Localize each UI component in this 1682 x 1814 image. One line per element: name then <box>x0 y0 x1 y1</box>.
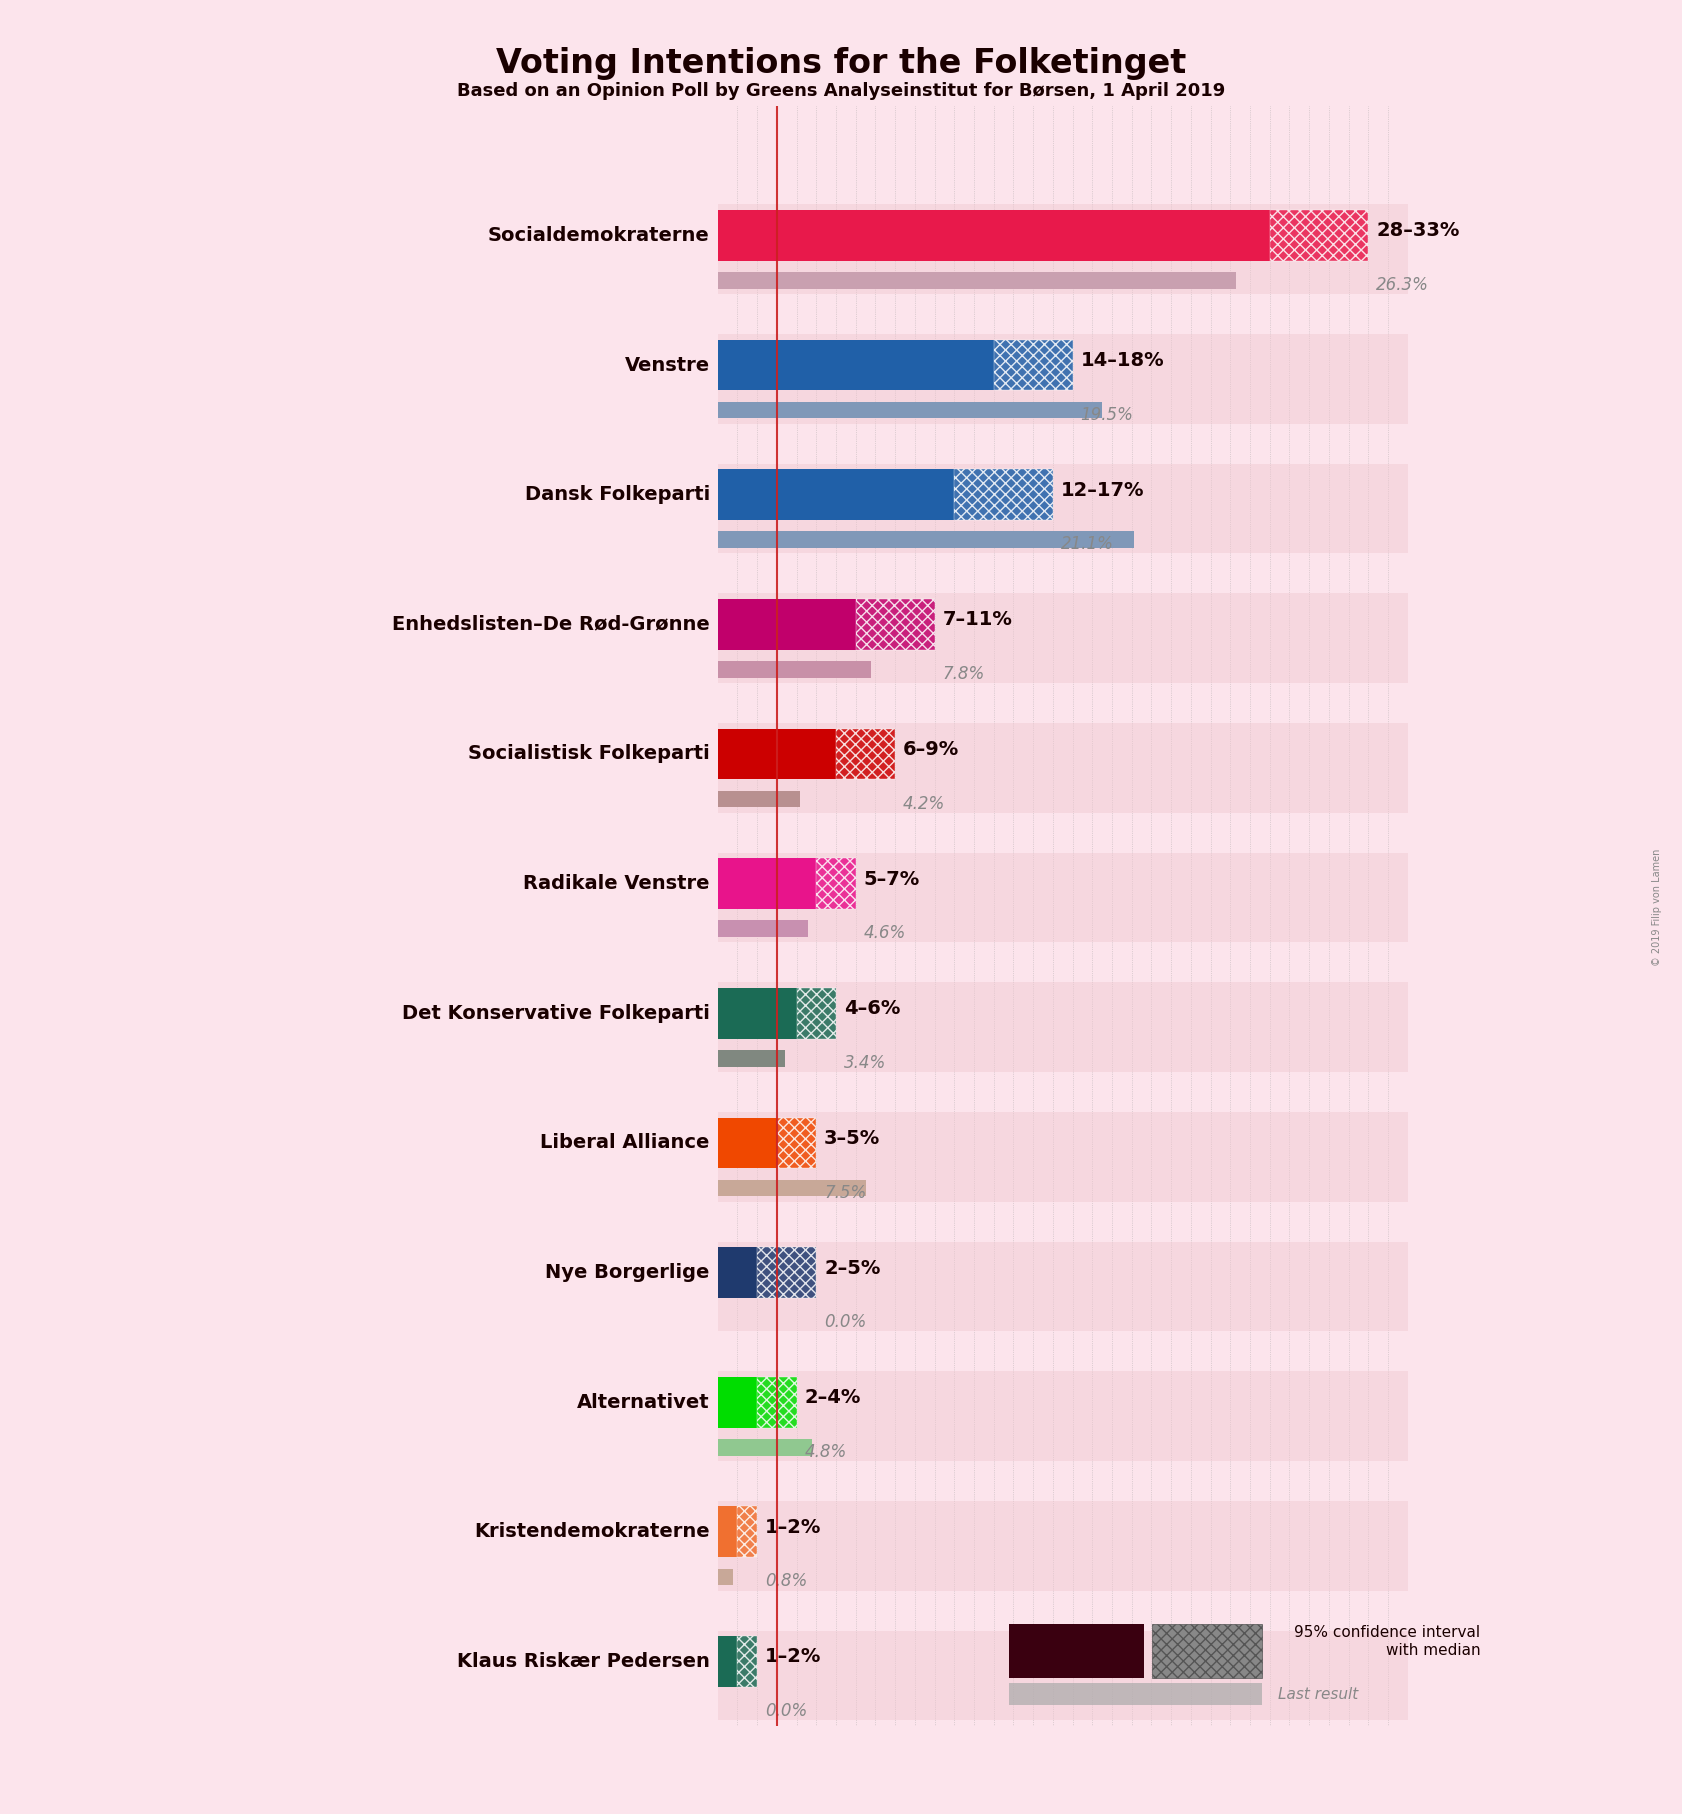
Bar <box>718 1112 1408 1203</box>
Bar <box>836 729 895 780</box>
Text: 1–2%: 1–2% <box>765 1518 821 1536</box>
Bar <box>718 989 797 1039</box>
Text: 2–4%: 2–4% <box>804 1388 861 1408</box>
Text: 0.0%: 0.0% <box>824 1313 866 1331</box>
Bar <box>718 339 994 390</box>
Text: 19.5%: 19.5% <box>1080 406 1134 423</box>
Bar <box>994 339 1073 390</box>
Text: 21.1%: 21.1% <box>1061 535 1113 553</box>
Text: 4–6%: 4–6% <box>844 1000 900 1018</box>
Bar <box>718 1117 777 1168</box>
Text: Voting Intentions for the Folketinget: Voting Intentions for the Folketinget <box>496 47 1186 80</box>
Bar <box>718 791 801 807</box>
Bar <box>954 470 1053 521</box>
Text: 3.4%: 3.4% <box>844 1054 886 1072</box>
Text: 6–9%: 6–9% <box>903 740 959 758</box>
Text: 12–17%: 12–17% <box>1061 481 1144 499</box>
Text: Kristendemokraterne: Kristendemokraterne <box>474 1522 710 1542</box>
Bar <box>718 1179 866 1195</box>
Text: 28–33%: 28–33% <box>1376 221 1460 239</box>
Text: 4.2%: 4.2% <box>903 795 945 813</box>
Text: Klaus Riskær Pedersen: Klaus Riskær Pedersen <box>458 1653 710 1671</box>
Bar <box>718 1636 737 1687</box>
Text: 7.5%: 7.5% <box>824 1183 866 1201</box>
Text: 4.6%: 4.6% <box>863 923 907 941</box>
Bar <box>718 983 1408 1072</box>
Bar <box>816 858 856 909</box>
Text: 7.8%: 7.8% <box>942 666 984 682</box>
Text: Dansk Folkeparti: Dansk Folkeparti <box>525 484 710 504</box>
Text: 2–5%: 2–5% <box>824 1259 881 1277</box>
Text: Enhedslisten–De Rød-Grønne: Enhedslisten–De Rød-Grønne <box>392 615 710 633</box>
Bar <box>718 401 1102 419</box>
Text: Det Konservative Folkeparti: Det Konservative Folkeparti <box>402 1003 710 1023</box>
Bar <box>718 1439 812 1455</box>
Text: 14–18%: 14–18% <box>1080 350 1164 370</box>
Text: Radikale Venstre: Radikale Venstre <box>523 874 710 892</box>
Bar <box>718 1377 757 1428</box>
Bar <box>718 1569 733 1585</box>
Text: Last result: Last result <box>1278 1687 1359 1702</box>
Text: 1–2%: 1–2% <box>765 1647 821 1667</box>
Text: Socialdemokraterne: Socialdemokraterne <box>488 227 710 245</box>
Bar <box>718 660 871 678</box>
Text: Nye Borgerlige: Nye Borgerlige <box>545 1263 710 1282</box>
Bar <box>1270 210 1367 261</box>
Bar <box>718 1371 1408 1460</box>
Bar <box>718 724 1408 813</box>
Bar <box>718 205 1408 294</box>
Text: 7–11%: 7–11% <box>942 610 1013 629</box>
Text: 0.8%: 0.8% <box>765 1573 807 1591</box>
Bar <box>718 1500 1408 1591</box>
Bar <box>718 210 1270 261</box>
Bar <box>718 599 856 649</box>
Text: Liberal Alliance: Liberal Alliance <box>540 1134 710 1152</box>
Bar <box>718 1241 1408 1331</box>
Bar <box>718 858 816 909</box>
Text: Venstre: Venstre <box>624 356 710 374</box>
Text: 3–5%: 3–5% <box>824 1128 880 1148</box>
Bar <box>718 334 1408 424</box>
Bar <box>718 593 1408 684</box>
Bar <box>737 1506 757 1558</box>
Bar <box>718 464 1408 553</box>
Bar <box>737 1636 757 1687</box>
Bar <box>856 599 935 649</box>
Bar <box>718 920 809 936</box>
Bar <box>718 729 836 780</box>
Bar <box>718 853 1408 943</box>
Bar <box>757 1377 797 1428</box>
Bar <box>757 1248 816 1299</box>
Text: 95% confidence interval
with median: 95% confidence interval with median <box>1293 1625 1480 1658</box>
Text: Based on an Opinion Poll by Greens Analyseinstitut for Børsen, 1 April 2019: Based on an Opinion Poll by Greens Analy… <box>458 82 1224 100</box>
Bar <box>718 470 954 521</box>
Bar <box>718 1631 1408 1720</box>
Text: 26.3%: 26.3% <box>1376 276 1430 294</box>
Bar <box>797 989 836 1039</box>
Text: 0.0%: 0.0% <box>765 1702 807 1720</box>
Text: © 2019 Filip von Lamen: © 2019 Filip von Lamen <box>1652 849 1662 965</box>
Bar <box>718 272 1236 288</box>
Bar <box>718 1248 757 1299</box>
Bar <box>718 1050 785 1067</box>
Bar <box>718 532 1134 548</box>
Bar <box>718 1506 737 1558</box>
Bar <box>777 1117 816 1168</box>
Text: Socialistisk Folkeparti: Socialistisk Folkeparti <box>468 744 710 764</box>
Text: 5–7%: 5–7% <box>863 869 920 889</box>
Text: 4.8%: 4.8% <box>804 1442 846 1460</box>
Text: Alternativet: Alternativet <box>577 1393 710 1411</box>
